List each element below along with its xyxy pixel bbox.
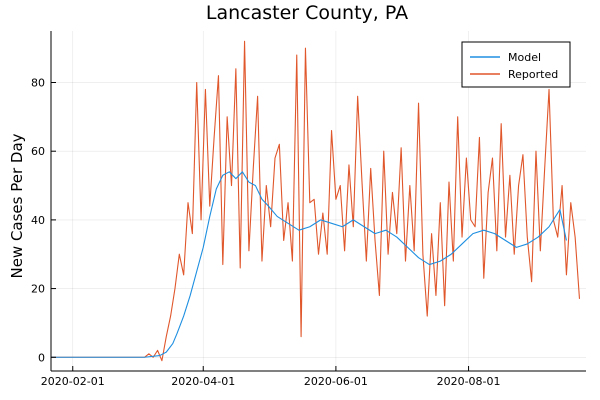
legend: Model Reported	[461, 41, 571, 88]
x-tick-label: 2020-02-01	[41, 375, 105, 388]
x-tick-label: 2020-06-01	[304, 375, 368, 388]
y-tick-label: 80	[31, 77, 45, 90]
y-tick-label: 60	[31, 145, 45, 158]
y-tick-label: 40	[31, 214, 45, 227]
series-line-model	[51, 171, 567, 358]
y-tick-label: 20	[31, 283, 45, 296]
axes	[50, 31, 586, 372]
y-tick-label: 0	[38, 351, 45, 364]
legend-box	[461, 41, 571, 88]
plot-area	[51, 40, 581, 362]
ticks: 0 20 40 60 80 2020-02-01 2020-04-01 2020-06-01 2…	[31, 77, 501, 388]
y-axis-label: New Cases Per Day	[8, 133, 26, 278]
series-line-reported	[51, 40, 581, 362]
legend-label-model: Model	[508, 51, 541, 64]
x-tick-label: 2020-08-01	[437, 375, 501, 388]
chart-title: Lancaster County, PA	[206, 2, 408, 24]
grid	[51, 31, 586, 371]
x-tick-label: 2020-04-01	[171, 375, 235, 388]
legend-label-reported: Reported	[508, 68, 558, 81]
